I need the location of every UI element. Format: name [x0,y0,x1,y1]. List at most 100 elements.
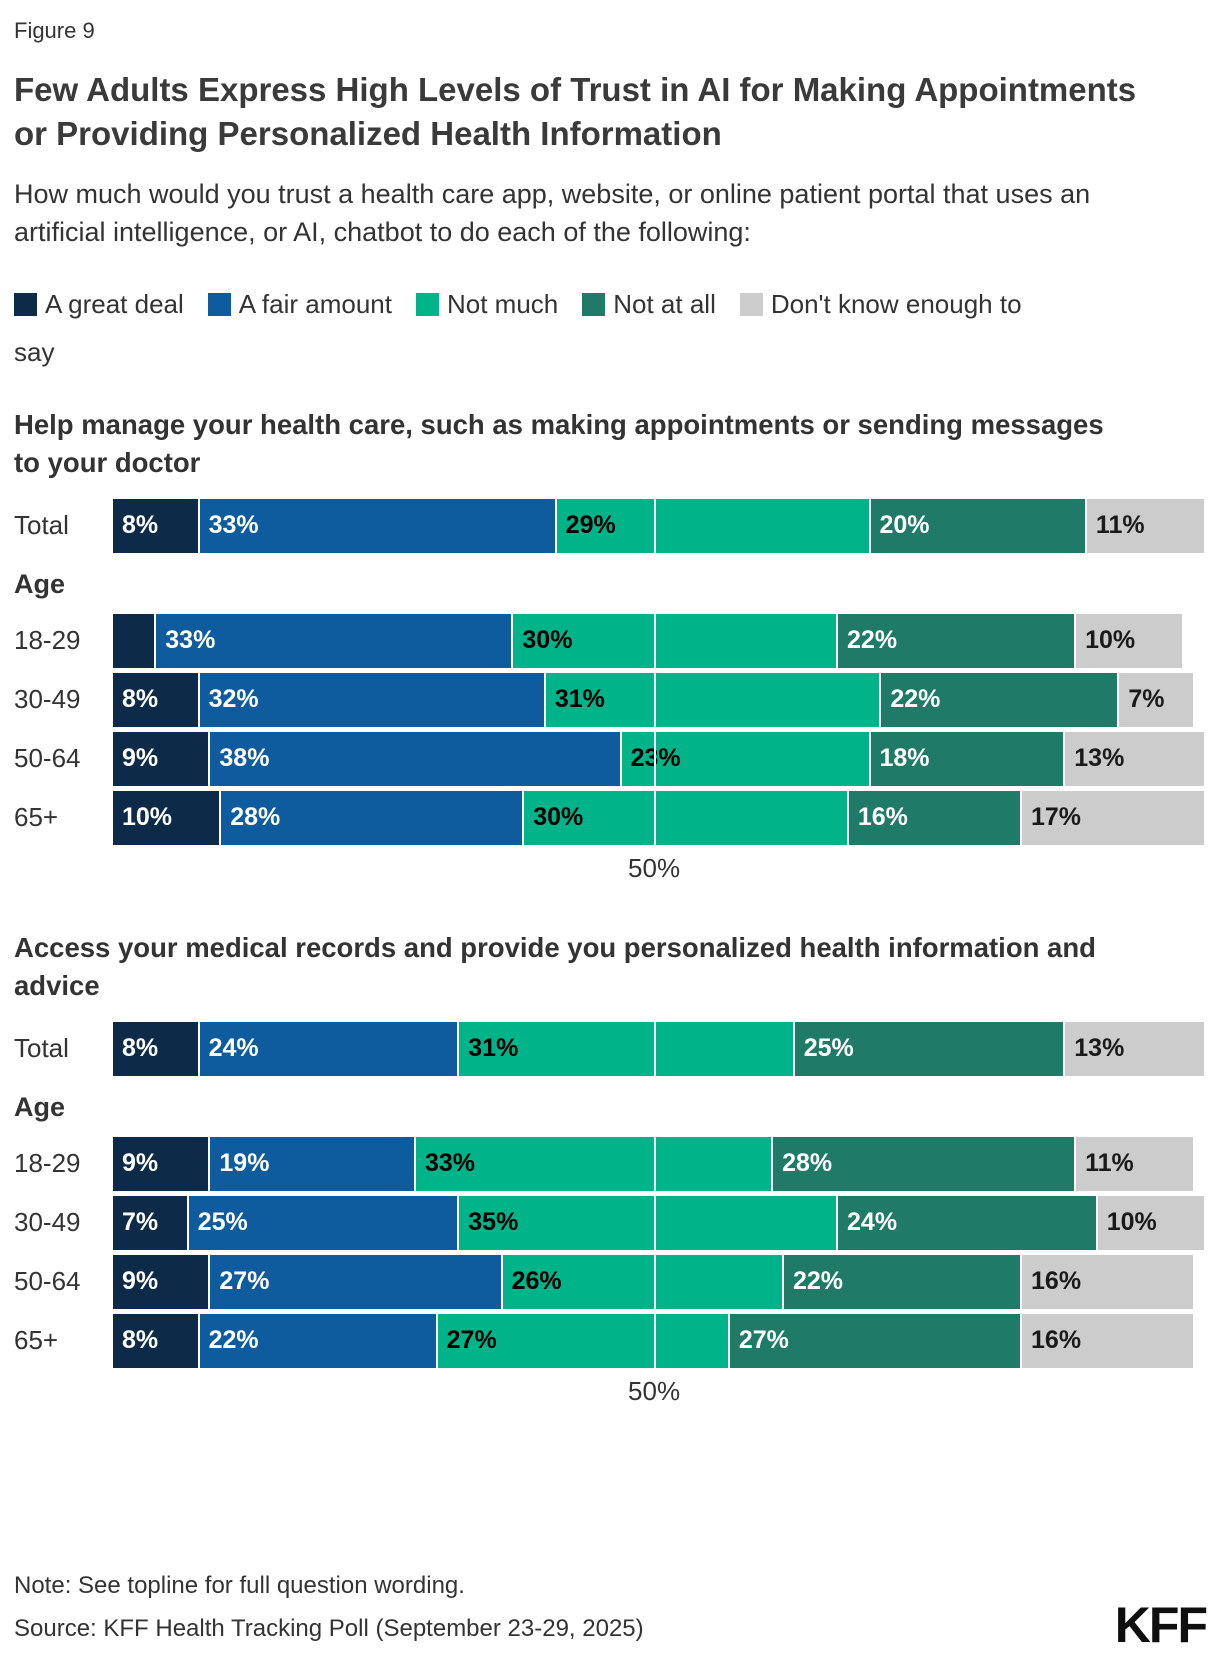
bar-segment: 8% [113,1313,200,1368]
bar-segment: 25% [188,1195,460,1250]
legend-swatch-icon [582,292,606,316]
legend-label: Not at all [613,288,716,319]
legend-item: A fair amount [207,289,392,319]
bar-segment: 8% [113,498,200,553]
gridline-50 [654,498,657,553]
bar-segment: 30% [513,613,839,668]
gridline-50 [654,1136,657,1191]
bar-segment: 26% [502,1254,784,1309]
bar-segment: 28% [221,790,525,845]
bar-segment: 31% [459,1021,795,1076]
bar-row: 50-64 9%38%23%18%13% [14,731,1206,786]
bar-segment: 33% [156,613,514,668]
bar-segment: 22% [881,672,1120,727]
bar-row: 18-29 9% 19% 33% 28% 11% [14,1136,1206,1191]
row-label: 18-29 [14,1148,81,1179]
figure-footer: Note: See topline for full question word… [14,1564,1208,1653]
bar-row: Total 8% 24% 31% 25% 13% [14,1021,1206,1076]
bar-row: 65+ 10% 28% 30% 16% 17% [14,790,1206,845]
bar-segment: 19% [210,1136,416,1191]
gridline-50 [654,613,657,668]
legend-item: Don't know enough to say [14,289,1022,367]
bar-segment: 11% [1076,1136,1196,1191]
bar-segment: 8% [113,1021,200,1076]
bar-segment: 25% [794,1021,1066,1076]
note-text: Note: See topline for full question word… [14,1571,465,1599]
axis-tick-label: 50% [628,852,681,883]
bar-track: 8% 32% 31% 22% 7% [113,672,1206,727]
axis-spacer [14,1376,113,1410]
bar-track: 9% 19% 33% 28% 11% [113,1136,1206,1191]
chart-title: Help manage your health care, such as ma… [14,408,1104,479]
bar-row: 65+ 8% 22% 27% 27% 16% [14,1313,1206,1368]
bar-segment: 27% [210,1254,503,1309]
bar-row: 18-29 33% 30% 22% 10% [14,613,1206,668]
chart-section-manage-care: Help manage your health care, such as ma… [14,406,1206,887]
legend-label: A great deal [45,288,184,319]
chart-title: Access your medical records and provide … [14,931,1096,1002]
bar-track: 33% 30% 22% 10% [113,613,1206,668]
bar-segment: 18% [870,731,1066,786]
axis-track: 50% [113,1376,1206,1410]
bar-segment: 23% [621,731,871,786]
bar-segment: 22% [838,613,1077,668]
bar-segment: 10% [113,790,222,845]
chart-legend: A great deal A fair amount Not much Not at … [14,280,1074,376]
gridline-50 [654,1313,657,1368]
row-label: 65+ [14,1325,59,1356]
bar-segment: 9% [113,1254,211,1309]
axis-track: 50% [113,853,1206,887]
source-text: Source: KFF Health Tracking Poll (Septem… [14,1614,644,1642]
bar-track: 8% 33% 29% 20% 11% [113,498,1206,553]
gridline-50 [654,1195,657,1250]
row-label: Total [14,1033,69,1064]
bar-segment: 35% [459,1195,839,1250]
bar-segment: 7% [113,1195,189,1250]
gridline-50 [654,672,657,727]
bar-segment: 28% [773,1136,1077,1191]
bar-track: 9% 27% 26% 22% 16% [113,1254,1206,1309]
bar-segment: 29% [556,498,871,553]
bar-track: 8% 22% 27% 27% 16% [113,1313,1206,1368]
legend-label: Don't know enough to say [14,288,1022,367]
page-title: Few Adults Express High Levels of Trust … [14,71,1137,152]
bar-track: 9%38%23%18%13% [113,731,1206,786]
bar-segment: 13% [1065,1021,1206,1076]
legend-item: A great deal [14,289,184,319]
legend-item: Not at all [582,289,716,319]
row-label: 50-64 [14,743,81,774]
legend-swatch-icon [415,292,439,316]
bar-segment: 24% [838,1195,1098,1250]
gridline-50 [654,731,657,786]
bar-segment [113,613,157,668]
legend-label: Not much [446,288,559,319]
row-label: 30-49 [14,1207,81,1238]
bar-segment: 24% [199,1021,460,1076]
bar-chart: Total 8% 33% 29% 20% 11% Age 18-29 33% 30% 22% 10% 3… [14,498,1206,845]
bar-segment: 13% [1065,731,1206,786]
legend-swatch-icon [14,292,37,316]
bar-segment: 9% [113,1136,211,1191]
bar-row: Total 8% 33% 29% 20% 11% [14,498,1206,553]
legend-swatch-icon [739,292,763,316]
bar-row: 30-49 7% 25% 35% 24% 10% [14,1195,1206,1250]
row-label: 65+ [14,802,59,833]
bar-chart: Total 8% 24% 31% 25% 13% Age 18-29 9% 19% 33% 28% 11… [14,1021,1206,1368]
gridline-50 [654,1021,657,1076]
axis-row: 50% [14,1376,1206,1410]
legend-item: Not much [415,288,559,319]
axis-spacer [14,853,113,887]
footer-notes: Note: See topline for full question word… [14,1564,644,1650]
bar-segment: 11% [1086,498,1206,553]
row-label: 50-64 [14,1266,81,1297]
row-label: Total [14,510,69,541]
bar-segment: 33% [199,498,557,553]
kff-logo: KFF [1114,1597,1208,1653]
bar-segment: 22% [783,1254,1023,1309]
bar-segment: 9% [113,731,211,786]
bar-segment: 33% [416,1136,774,1191]
bar-segment: 16% [1022,1313,1196,1368]
bar-segment: 8% [113,672,200,727]
bar-track: 7% 25% 35% 24% 10% [113,1195,1206,1250]
bar-segment: 27% [729,1313,1023,1368]
